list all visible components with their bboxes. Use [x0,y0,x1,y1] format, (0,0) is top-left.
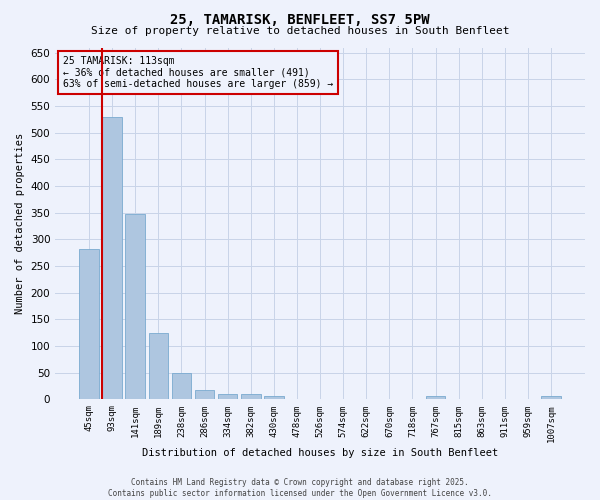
Text: Contains HM Land Registry data © Crown copyright and database right 2025.
Contai: Contains HM Land Registry data © Crown c… [108,478,492,498]
Bar [241,394,260,400]
Bar [149,333,168,400]
Y-axis label: Number of detached properties: Number of detached properties [15,133,25,314]
Text: 25 TAMARISK: 113sqm
← 36% of detached houses are smaller (491)
63% of semi-detac: 25 TAMARISK: 113sqm ← 36% of detached ho… [63,56,334,90]
Text: 25, TAMARISK, BENFLEET, SS7 5PW: 25, TAMARISK, BENFLEET, SS7 5PW [170,12,430,26]
Bar [172,373,191,400]
Bar [541,396,561,400]
Bar [195,390,214,400]
Bar [125,214,145,400]
Text: Size of property relative to detached houses in South Benfleet: Size of property relative to detached ho… [91,26,509,36]
Bar [218,394,238,400]
Bar [103,117,122,400]
Bar [264,396,284,400]
X-axis label: Distribution of detached houses by size in South Benfleet: Distribution of detached houses by size … [142,448,498,458]
Bar [426,396,445,400]
Bar [79,248,99,400]
